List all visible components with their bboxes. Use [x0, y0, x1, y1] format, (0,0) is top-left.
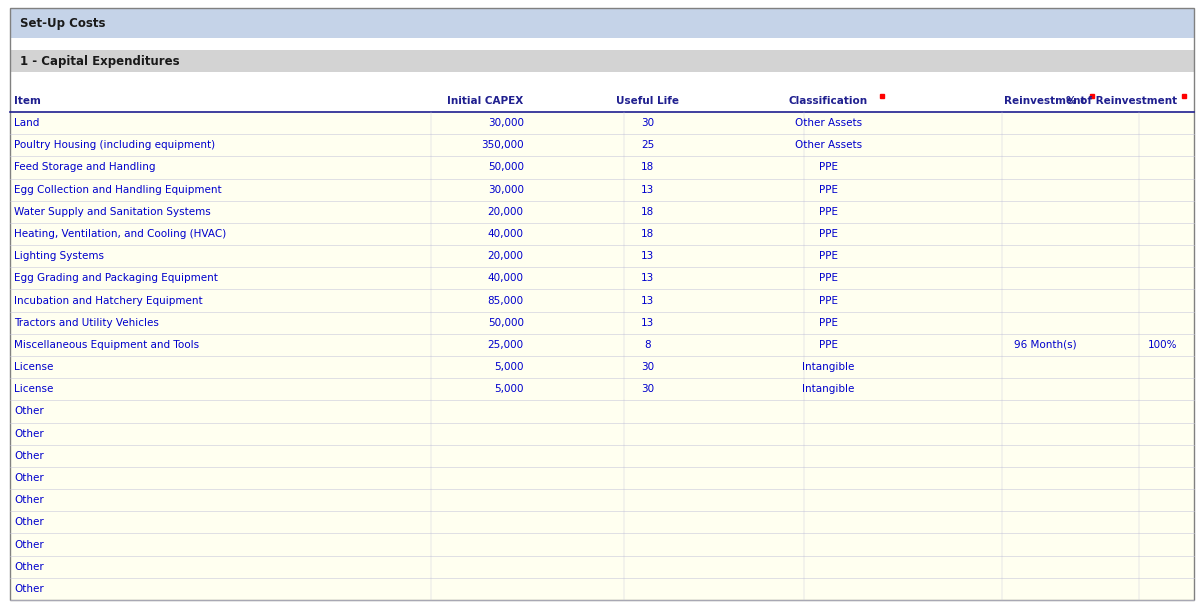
- Text: 96 Month(s): 96 Month(s): [1014, 340, 1076, 350]
- Bar: [10, 179, 1194, 201]
- Text: Useful Life: Useful Life: [616, 96, 679, 106]
- Bar: [10, 156, 1194, 179]
- Text: 8: 8: [644, 340, 651, 350]
- Text: 13: 13: [641, 185, 655, 195]
- Text: License: License: [14, 362, 54, 372]
- Text: 85,000: 85,000: [488, 295, 524, 306]
- Text: Set-Up Costs: Set-Up Costs: [19, 16, 105, 30]
- Text: PPE: PPE: [819, 318, 838, 328]
- Text: Intangible: Intangible: [802, 384, 855, 394]
- Text: 30: 30: [642, 362, 654, 372]
- Text: Other: Other: [14, 473, 45, 483]
- Text: Intangible: Intangible: [802, 362, 855, 372]
- Text: Lighting Systems: Lighting Systems: [14, 251, 105, 261]
- Bar: [10, 289, 1194, 312]
- Bar: [10, 8, 1194, 38]
- Text: 13: 13: [641, 318, 655, 328]
- Text: 40,000: 40,000: [488, 229, 524, 239]
- Bar: [10, 400, 1194, 423]
- Text: 13: 13: [641, 295, 655, 306]
- Text: Other: Other: [14, 539, 45, 550]
- Bar: [10, 50, 1194, 72]
- Text: Other: Other: [14, 517, 45, 527]
- Text: Heating, Ventilation, and Cooling (HVAC): Heating, Ventilation, and Cooling (HVAC): [14, 229, 226, 239]
- Text: % of Reinvestment: % of Reinvestment: [1067, 96, 1178, 106]
- Text: 18: 18: [641, 229, 655, 239]
- Text: 5,000: 5,000: [494, 362, 524, 372]
- Text: Item: Item: [14, 96, 41, 106]
- Bar: [10, 511, 1194, 533]
- Text: 25,000: 25,000: [488, 340, 524, 350]
- Text: PPE: PPE: [819, 295, 838, 306]
- Text: PPE: PPE: [819, 207, 838, 217]
- Bar: [10, 72, 1194, 90]
- Text: 20,000: 20,000: [488, 251, 524, 261]
- Text: 13: 13: [641, 251, 655, 261]
- Text: PPE: PPE: [819, 229, 838, 239]
- Bar: [10, 334, 1194, 356]
- Text: PPE: PPE: [819, 185, 838, 195]
- Bar: [10, 378, 1194, 400]
- Bar: [10, 201, 1194, 223]
- Bar: [10, 578, 1194, 600]
- Text: Other Assets: Other Assets: [795, 140, 862, 150]
- Text: Water Supply and Sanitation Systems: Water Supply and Sanitation Systems: [14, 207, 211, 217]
- Text: 30: 30: [642, 118, 654, 128]
- Text: Egg Grading and Packaging Equipment: Egg Grading and Packaging Equipment: [14, 274, 218, 283]
- Text: 50,000: 50,000: [488, 318, 524, 328]
- Bar: [10, 312, 1194, 334]
- Text: 350,000: 350,000: [482, 140, 524, 150]
- Text: Other Assets: Other Assets: [795, 118, 862, 128]
- Bar: [10, 467, 1194, 489]
- Text: 25: 25: [641, 140, 655, 150]
- Bar: [10, 489, 1194, 511]
- Bar: [10, 134, 1194, 156]
- Text: Other: Other: [14, 407, 45, 416]
- Text: 5,000: 5,000: [494, 384, 524, 394]
- Bar: [10, 556, 1194, 578]
- Text: Miscellaneous Equipment and Tools: Miscellaneous Equipment and Tools: [14, 340, 200, 350]
- Bar: [10, 90, 1194, 112]
- Bar: [10, 38, 1194, 50]
- Text: Other: Other: [14, 429, 45, 438]
- Text: License: License: [14, 384, 54, 394]
- Bar: [10, 245, 1194, 268]
- Text: Feed Storage and Handling: Feed Storage and Handling: [14, 162, 157, 173]
- Text: 30,000: 30,000: [488, 118, 524, 128]
- Text: Other: Other: [14, 584, 45, 594]
- Text: PPE: PPE: [819, 274, 838, 283]
- Text: PPE: PPE: [819, 251, 838, 261]
- Text: Other: Other: [14, 495, 45, 505]
- Bar: [10, 356, 1194, 378]
- Text: Initial CAPEX: Initial CAPEX: [448, 96, 524, 106]
- Text: 18: 18: [641, 207, 655, 217]
- Text: PPE: PPE: [819, 340, 838, 350]
- Bar: [10, 112, 1194, 134]
- Text: 100%: 100%: [1147, 340, 1178, 350]
- Text: Land: Land: [14, 118, 40, 128]
- Bar: [10, 423, 1194, 444]
- Text: 1 - Capital Expenditures: 1 - Capital Expenditures: [19, 55, 179, 67]
- Bar: [10, 268, 1194, 289]
- Bar: [10, 444, 1194, 467]
- Text: Egg Collection and Handling Equipment: Egg Collection and Handling Equipment: [14, 185, 222, 195]
- Bar: [10, 533, 1194, 556]
- Text: 20,000: 20,000: [488, 207, 524, 217]
- Text: Tractors and Utility Vehicles: Tractors and Utility Vehicles: [14, 318, 159, 328]
- Bar: [10, 223, 1194, 245]
- Text: PPE: PPE: [819, 162, 838, 173]
- Text: Incubation and Hatchery Equipment: Incubation and Hatchery Equipment: [14, 295, 203, 306]
- Text: Reinvestment: Reinvestment: [1004, 96, 1086, 106]
- Text: 30: 30: [642, 384, 654, 394]
- Text: Classification: Classification: [789, 96, 868, 106]
- Text: 18: 18: [641, 162, 655, 173]
- Text: 13: 13: [641, 274, 655, 283]
- Text: 40,000: 40,000: [488, 274, 524, 283]
- Text: 50,000: 50,000: [488, 162, 524, 173]
- Text: Other: Other: [14, 562, 45, 572]
- Text: Poultry Housing (including equipment): Poultry Housing (including equipment): [14, 140, 216, 150]
- Text: 30,000: 30,000: [488, 185, 524, 195]
- Text: Other: Other: [14, 451, 45, 461]
